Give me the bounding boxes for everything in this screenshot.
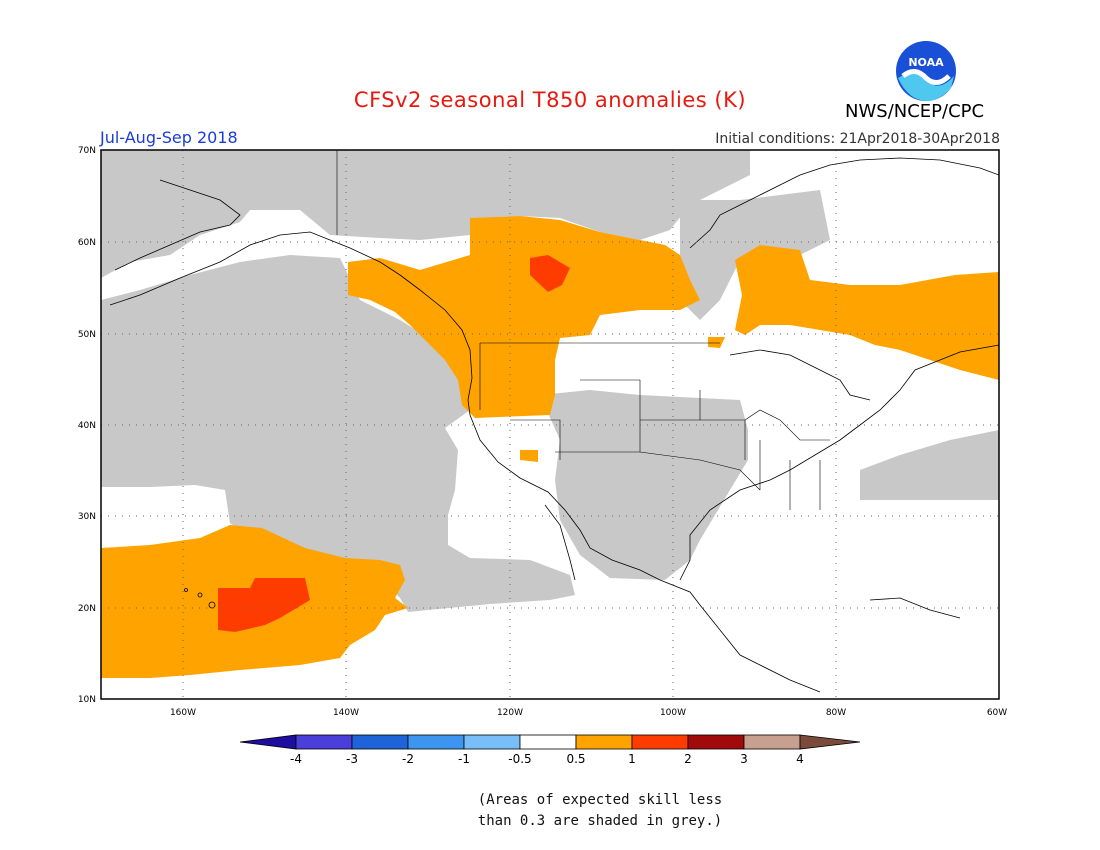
lat-label: 70N [78, 146, 96, 156]
lon-label: 100W [660, 708, 686, 718]
skill-note: (Areas of expected skill less than 0.3 a… [470, 790, 730, 832]
lat-label: 50N [78, 330, 96, 340]
forecast-period: Jul-Aug-Sep 2018 [100, 128, 238, 147]
skill-note-line: than 0.3 are shaded in grey.) [477, 813, 723, 829]
lon-label: 140W [333, 708, 359, 718]
anomaly-0-5-to-1 [101, 216, 999, 678]
lat-label: 40N [78, 421, 96, 431]
lat-label: 20N [78, 604, 96, 614]
graticule [101, 150, 999, 699]
anomaly-1-to-2 [218, 255, 570, 632]
svg-text:NOAA: NOAA [908, 56, 944, 69]
lat-label: 60N [78, 238, 96, 248]
map-frame [100, 149, 1000, 700]
lat-label: 30N [78, 512, 96, 522]
anomaly-map: 70N 60N 50N 40N 30N 20N 10N 160W 140W 12… [78, 146, 1007, 718]
agency-label: NWS/NCEP/CPC [845, 101, 985, 122]
lon-label: 60W [987, 708, 1007, 718]
latitude-axis: 70N 60N 50N 40N 30N 20N 10N [78, 146, 96, 705]
longitude-axis: 160W 140W 120W 100W 80W 60W [170, 708, 1007, 718]
lat-label: 10N [78, 695, 96, 705]
skill-note-line: (Areas of expected skill less [477, 792, 723, 808]
borders [336, 150, 830, 510]
lon-label: 80W [826, 708, 846, 718]
noaa-logo: NOAA [894, 39, 958, 103]
page-title: CFSv2 seasonal T850 anomalies (K) [353, 88, 747, 112]
lon-label: 160W [170, 708, 196, 718]
lon-label: 120W [497, 708, 523, 718]
coastlines [109, 157, 999, 693]
initial-conditions: Initial conditions: 21Apr2018-30Apr2018 [715, 131, 1000, 147]
